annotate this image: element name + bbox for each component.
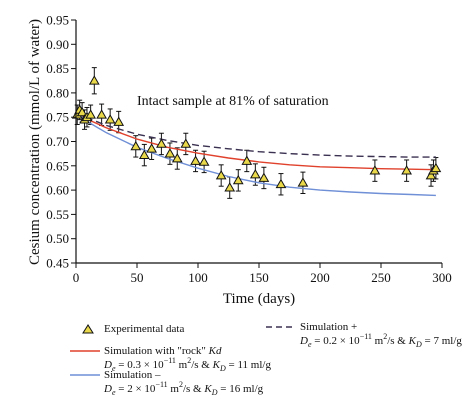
y-tick-label: 0.75: [46, 110, 69, 125]
data-point: [76, 106, 88, 117]
y-tick-label: 0.45: [46, 256, 69, 271]
legend-label-minus: Simulation –: [104, 369, 161, 381]
legend-marker-experimental: [82, 324, 94, 334]
error-bars: [74, 67, 439, 199]
data-point: [275, 178, 287, 189]
data-point: [215, 170, 227, 180]
chart-annotation: Intact sample at 81% of saturation: [137, 94, 329, 109]
data-point: [96, 109, 107, 119]
data-point: [241, 155, 253, 165]
data-point: [85, 109, 97, 119]
legend-label-rock: Simulation with "rock" Kd: [104, 345, 222, 357]
data-point: [180, 138, 192, 148]
plot-area: [71, 67, 442, 199]
legend-label-experimental: Experimental data: [104, 323, 184, 335]
x-tick-label: 100: [188, 270, 208, 285]
data-point: [164, 148, 176, 158]
data-point: [430, 162, 442, 173]
y-tick-label: 0.50: [46, 231, 69, 246]
data-point: [401, 165, 412, 175]
x-ticks: 0 50 100 150 200 250 300: [73, 263, 452, 285]
data-point: [113, 116, 125, 126]
data-point: [425, 170, 437, 180]
x-tick-label: 250: [371, 270, 391, 285]
series-line-3: [75, 111, 436, 158]
legend-detail-minus: De = 2 × 10−11 m2/s & KD = 16 ml/g: [103, 380, 264, 397]
x-tick-label: 150: [249, 270, 269, 285]
axes: 0 50 100 150 200 250 300 0.450.500.550.600.650…: [46, 13, 452, 286]
legend-item-plus: Simulation + De = 0.2 × 10−11 m2/s & KD …: [266, 321, 462, 349]
data-point: [190, 155, 201, 165]
y-ticks: 0.45 0.50 0.55 0.60 0.65 0.70 0.75 0.80 0.85 0.90…: [46, 13, 76, 271]
legend-detail-rock: De = 0.3 × 10−11 m2/s & KD = 11 ml/g: [103, 356, 271, 373]
data-point: [198, 156, 210, 166]
legend-item-rock: Simulation with "rock" Kd De = 0.3 × 10−…: [70, 345, 271, 373]
legend-label-plus: Simulation +: [300, 321, 357, 333]
y-tick-label: 0.85: [46, 61, 69, 76]
y-tick-label: 0.80: [46, 85, 69, 100]
data-point: [224, 182, 236, 192]
data-point: [88, 75, 100, 85]
legend: Experimental data Simulation with "rock"…: [70, 321, 462, 397]
y-tick-label: 0.90: [46, 37, 69, 52]
y-axis-label: Cesium concentration (mmol/L of water): [27, 19, 43, 265]
x-tick-label: 200: [310, 270, 330, 285]
data-point: [258, 172, 270, 182]
data-point: [146, 143, 158, 153]
series-line-2: [75, 111, 436, 197]
x-axis-label: Time (days): [223, 291, 295, 307]
series-line-1: [75, 111, 436, 171]
data-point: [104, 114, 116, 124]
legend-item-experimental: Experimental data: [82, 323, 184, 335]
y-tick-label: 0.55: [46, 207, 69, 222]
legend-item-minus: Simulation – De = 2 × 10−11 m2/s & KD = …: [70, 369, 264, 397]
x-tick-label: 50: [131, 270, 144, 285]
legend-detail-plus: De = 0.2 × 10−11 m2/s & KD = 7 ml/g: [299, 332, 462, 349]
data-point: [156, 138, 167, 148]
y-tick-label: 0.95: [46, 13, 69, 28]
series-lines: [75, 111, 436, 197]
x-tick-label: 300: [432, 270, 452, 285]
data-point: [171, 153, 183, 163]
data-point: [249, 169, 261, 179]
markers: [71, 75, 442, 192]
y-tick-label: 0.60: [46, 183, 69, 198]
y-tick-label: 0.65: [46, 158, 69, 173]
data-point: [297, 177, 309, 187]
data-point: [369, 165, 381, 175]
data-point: [232, 174, 244, 185]
y-tick-label: 0.70: [46, 134, 69, 149]
data-point: [138, 149, 150, 159]
x-tick-label: 0: [73, 270, 80, 285]
data-point: [130, 140, 142, 151]
